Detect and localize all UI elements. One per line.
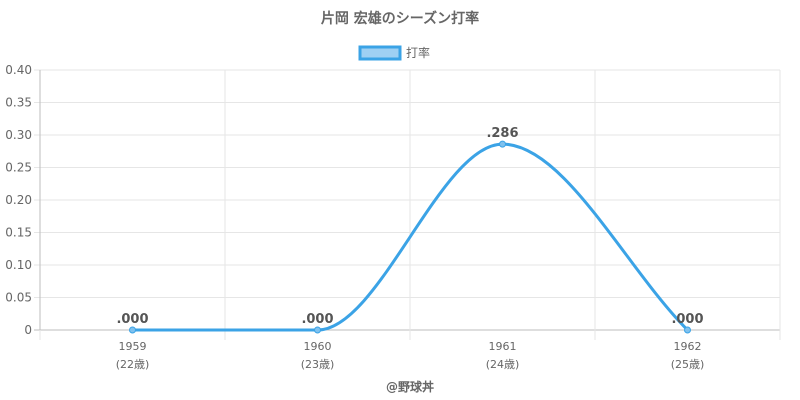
y-tick-label: 0.10	[5, 258, 32, 272]
x-tick-label: 1961	[489, 340, 517, 353]
grid	[34, 69, 781, 340]
data-point	[499, 140, 506, 148]
series-line	[132, 142, 689, 332]
y-tick-label: 0.20	[5, 193, 32, 207]
x-axis: 1959 (22歳) 1960 (23歳) 1961 (24歳) 1962 (25歳)	[116, 340, 705, 371]
legend-label: 打率	[406, 45, 430, 60]
x-tick-label: 1962	[674, 340, 702, 353]
data-label: .000	[116, 312, 148, 327]
chart-title: 片岡 宏雄のシーズン打率	[321, 10, 479, 27]
data-labels: .000 .000 .286 .000	[116, 126, 703, 327]
data-label: .000	[301, 312, 333, 327]
y-tick-label: 0.35	[5, 96, 32, 110]
data-point	[129, 326, 136, 334]
data-points	[129, 140, 691, 334]
footer-credit: @野球丼	[386, 379, 434, 394]
data-point	[314, 326, 321, 334]
y-tick-label: 0.05	[5, 291, 32, 305]
x-age-label: (22歳)	[116, 358, 150, 371]
y-tick-label: 0.30	[5, 128, 32, 142]
data-label: .286	[486, 126, 518, 141]
y-tick-label: 0.15	[5, 226, 32, 240]
y-tick-label: 0.25	[5, 161, 32, 175]
x-tick-label: 1959	[119, 340, 147, 353]
legend-swatch	[358, 45, 402, 61]
y-axis: 0 0.05 0.10 0.15 0.20 0.25 0.30 0.35 0.40	[5, 63, 32, 337]
y-tick-label: 0	[24, 323, 32, 337]
legend[interactable]: 打率	[358, 45, 430, 61]
y-tick-label: 0.40	[5, 63, 32, 77]
x-age-label: (23歳)	[301, 358, 335, 371]
x-tick-label: 1960	[304, 340, 332, 353]
data-point	[684, 326, 691, 334]
data-label: .000	[671, 312, 703, 327]
x-age-label: (25歳)	[671, 358, 705, 371]
x-age-label: (24歳)	[486, 358, 520, 371]
